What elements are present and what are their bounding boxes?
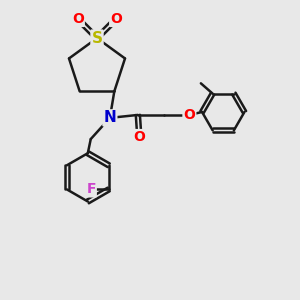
Text: O: O <box>72 12 84 26</box>
Text: S: S <box>92 31 103 46</box>
Text: O: O <box>134 130 145 144</box>
Text: F: F <box>86 182 96 197</box>
Text: O: O <box>184 108 195 122</box>
Text: O: O <box>110 12 122 26</box>
Text: N: N <box>103 110 116 125</box>
